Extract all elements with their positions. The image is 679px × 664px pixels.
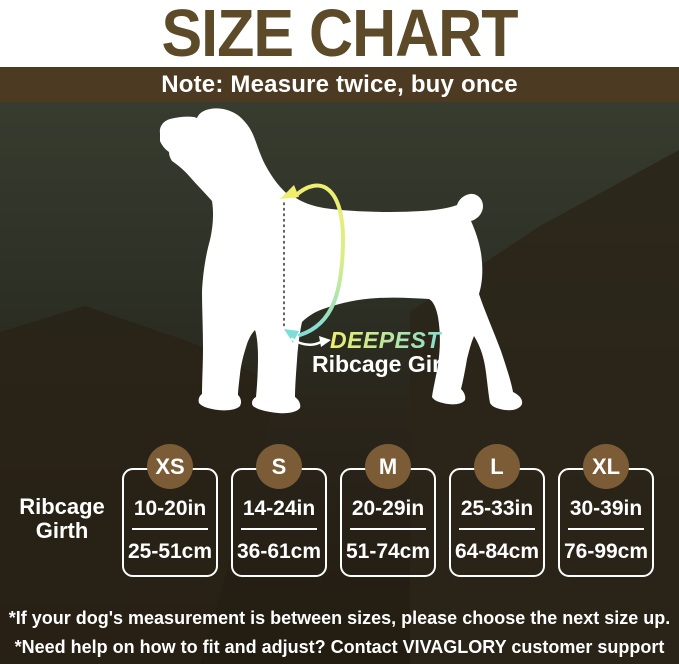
inches-value: 20-29in (351, 497, 425, 520)
size-card-l: L 25-33in 64-84cm (449, 444, 545, 577)
footnote-line-1: *If your dog's measurement is between si… (8, 608, 671, 628)
inches-value: 14-24in (242, 497, 316, 520)
footnote-line-2: *Need help on how to fit and adjust? Con… (14, 637, 665, 657)
size-table: Ribcage Girth XS 10-20in 25-51cm S 14-24… (0, 443, 679, 577)
size-badge-xs: XS (147, 444, 193, 489)
size-badge-s: S (256, 444, 302, 489)
footnotes: *If your dog's measurement is between si… (0, 604, 679, 664)
cm-value: 64-84cm (454, 540, 540, 563)
size-card-m: M 20-29in 51-74cm (340, 444, 436, 577)
title-area: SIZE CHART (0, 0, 679, 67)
ribcage-girth-label: Ribcage Girth (312, 351, 463, 377)
size-cards: XS 10-20in 25-51cm S 14-24in 36-61cm M 2… (122, 443, 654, 577)
cm-value: 76-99cm (563, 540, 649, 563)
deepest-label: DEEPEST (330, 327, 442, 353)
deepest-pointer-arrow (290, 337, 323, 346)
card-divider (568, 528, 644, 530)
note-banner: Note: Measure twice, buy once (0, 67, 679, 102)
card-divider (132, 528, 208, 530)
page-title: SIZE CHART (161, 0, 519, 71)
inches-value: 25-33in (460, 497, 534, 520)
card-divider (241, 528, 317, 530)
inches-value: 10-20in (133, 497, 207, 520)
note-banner-text: Note: Measure twice, buy once (161, 70, 518, 98)
size-card-xs: XS 10-20in 25-51cm (122, 444, 218, 577)
size-table-row-label: Ribcage Girth (19, 494, 105, 543)
girth-measure-arrow (293, 183, 346, 337)
card-divider (459, 528, 535, 530)
card-divider (350, 528, 426, 530)
cm-value: 51-74cm (345, 540, 431, 563)
size-card-s: S 14-24in 36-61cm (231, 444, 327, 577)
dog-diagram: DEEPEST Ribcage Girth (0, 108, 679, 664)
size-card-xl: XL 30-39in 76-99cm (558, 444, 654, 577)
cm-value: 25-51cm (127, 540, 213, 563)
girth-arrowhead-top (280, 185, 299, 199)
size-badge-xl: XL (583, 444, 629, 489)
inches-value: 30-39in (569, 497, 643, 520)
deepest-pointer-arrowhead (319, 336, 331, 347)
size-badge-l: L (474, 444, 520, 489)
cm-value: 36-61cm (236, 540, 322, 563)
photo-background: DEEPEST Ribcage Girth (0, 102, 679, 664)
size-badge-m: M (365, 444, 411, 489)
girth-arrowhead-bottom (284, 329, 299, 343)
